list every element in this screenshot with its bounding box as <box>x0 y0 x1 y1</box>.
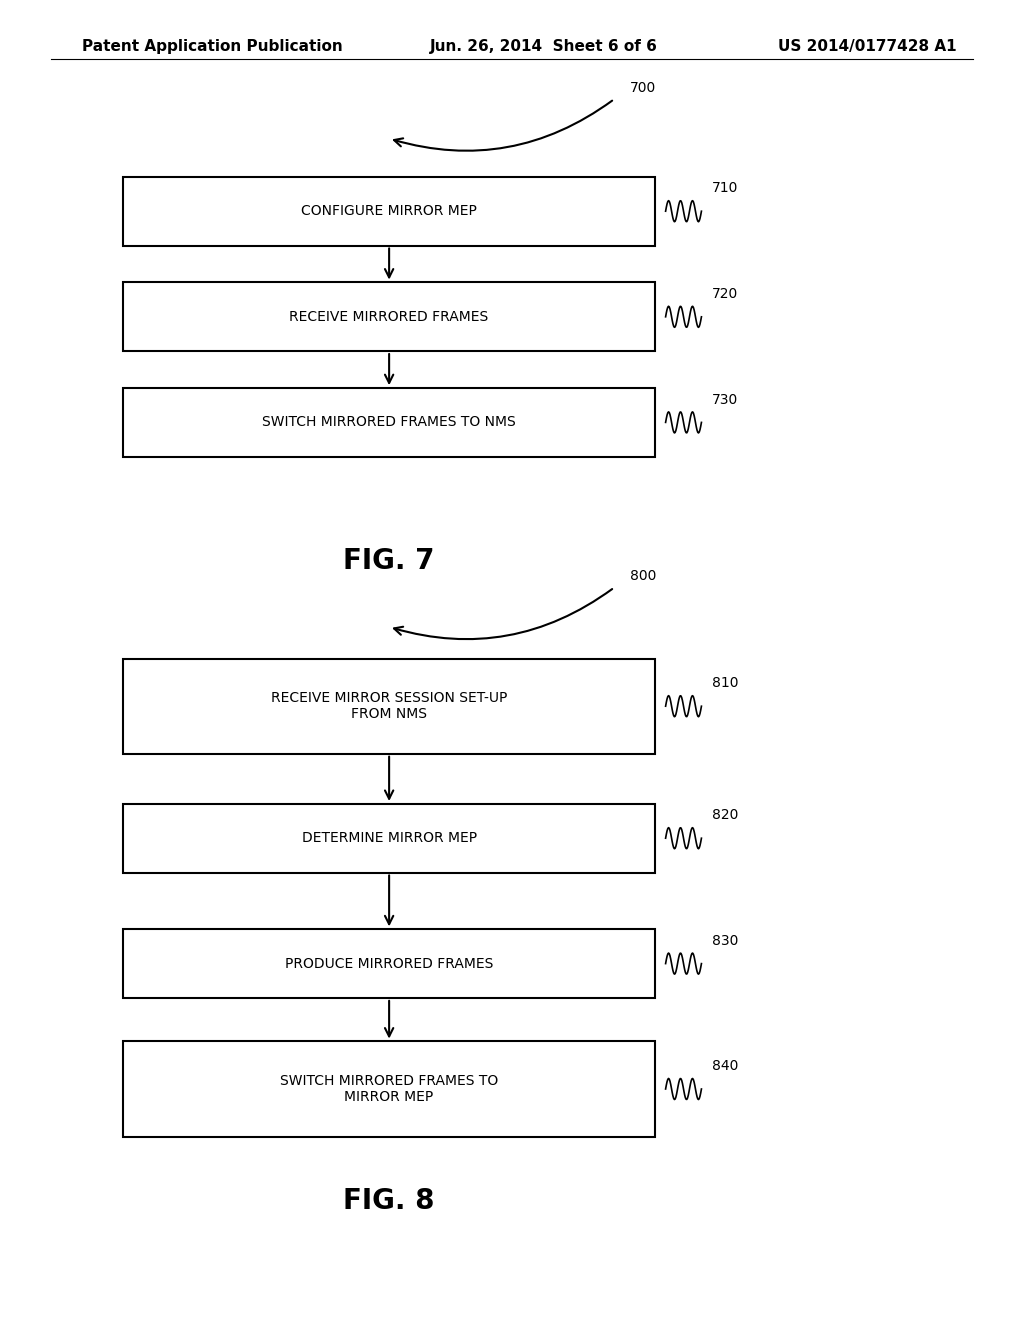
Text: SWITCH MIRRORED FRAMES TO NMS: SWITCH MIRRORED FRAMES TO NMS <box>262 416 516 429</box>
Text: 710: 710 <box>712 181 738 195</box>
FancyBboxPatch shape <box>123 388 655 457</box>
Text: SWITCH MIRRORED FRAMES TO
MIRROR MEP: SWITCH MIRRORED FRAMES TO MIRROR MEP <box>280 1074 499 1104</box>
Text: 820: 820 <box>712 808 738 822</box>
Text: RECEIVE MIRRORED FRAMES: RECEIVE MIRRORED FRAMES <box>290 310 488 323</box>
FancyBboxPatch shape <box>123 177 655 246</box>
Text: PRODUCE MIRRORED FRAMES: PRODUCE MIRRORED FRAMES <box>285 957 494 970</box>
Text: RECEIVE MIRROR SESSION SET-UP
FROM NMS: RECEIVE MIRROR SESSION SET-UP FROM NMS <box>271 692 507 721</box>
Text: 700: 700 <box>630 81 656 95</box>
FancyBboxPatch shape <box>123 659 655 754</box>
Text: Patent Application Publication: Patent Application Publication <box>82 38 343 54</box>
FancyBboxPatch shape <box>123 804 655 873</box>
Text: 720: 720 <box>712 286 738 301</box>
Text: DETERMINE MIRROR MEP: DETERMINE MIRROR MEP <box>301 832 477 845</box>
FancyBboxPatch shape <box>123 1041 655 1137</box>
Text: CONFIGURE MIRROR MEP: CONFIGURE MIRROR MEP <box>301 205 477 218</box>
Text: FIG. 7: FIG. 7 <box>343 546 435 576</box>
Text: 800: 800 <box>630 569 656 583</box>
Text: US 2014/0177428 A1: US 2014/0177428 A1 <box>778 38 956 54</box>
FancyBboxPatch shape <box>123 282 655 351</box>
Text: 730: 730 <box>712 392 738 407</box>
Text: Jun. 26, 2014  Sheet 6 of 6: Jun. 26, 2014 Sheet 6 of 6 <box>430 38 658 54</box>
FancyBboxPatch shape <box>123 929 655 998</box>
Text: 810: 810 <box>712 676 738 690</box>
Text: 840: 840 <box>712 1059 738 1073</box>
Text: FIG. 8: FIG. 8 <box>343 1187 435 1216</box>
Text: 830: 830 <box>712 933 738 948</box>
